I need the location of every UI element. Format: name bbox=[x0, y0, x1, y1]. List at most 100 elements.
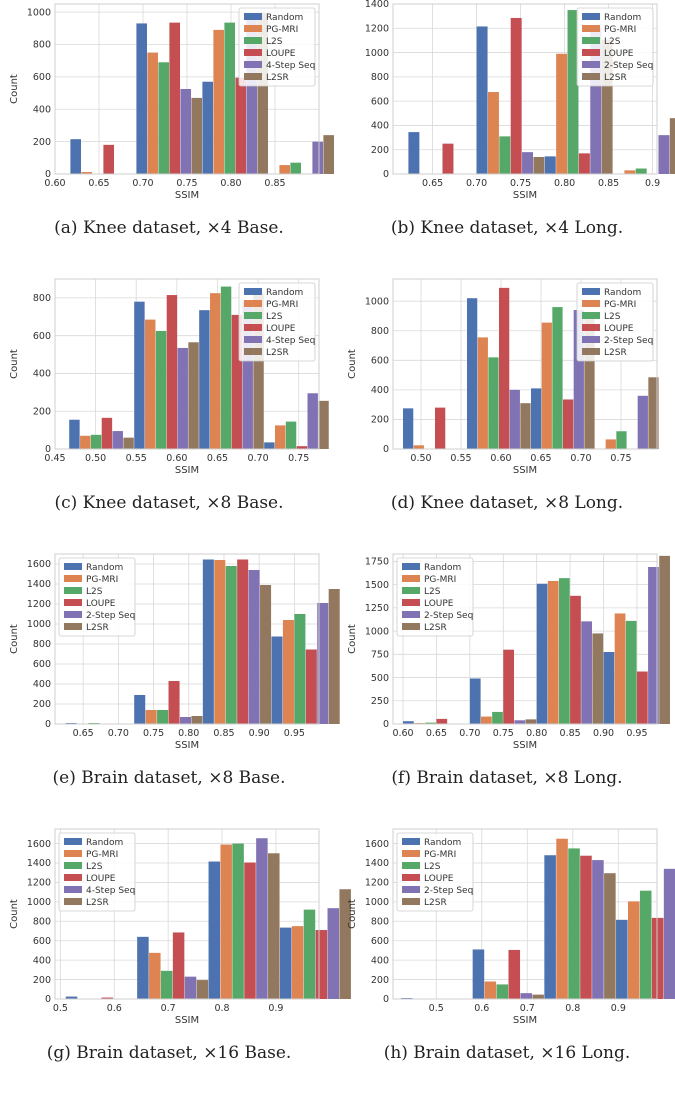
bar-random bbox=[70, 139, 81, 174]
legend-swatch bbox=[64, 575, 82, 582]
bar-4-step-seq bbox=[180, 89, 191, 174]
y-tick-label: 0 bbox=[45, 719, 51, 730]
legend-label: 4-Step Seq bbox=[266, 61, 315, 71]
legend-label: PG-MRI bbox=[424, 850, 456, 860]
y-tick-label: 800 bbox=[33, 639, 51, 650]
bar-4-step-seq bbox=[178, 348, 188, 449]
x-tick-label: 0.6 bbox=[474, 1003, 489, 1014]
bar-l2s bbox=[640, 891, 652, 999]
y-tick-label: 1000 bbox=[27, 897, 51, 908]
legend-swatch bbox=[402, 886, 420, 893]
x-axis-label: SSIM bbox=[513, 1015, 537, 1026]
bar-loupe bbox=[436, 719, 447, 724]
y-tick-label: 200 bbox=[371, 145, 389, 156]
bar-pg-mri bbox=[414, 445, 424, 449]
x-tick-label: 0.80 bbox=[554, 178, 575, 189]
legend-label: LOUPE bbox=[604, 324, 634, 334]
y-axis-label: Count bbox=[9, 349, 20, 379]
legend-swatch bbox=[244, 13, 262, 20]
bar-loupe bbox=[235, 78, 246, 174]
legend-label: PG-MRI bbox=[86, 850, 118, 860]
x-tick-label: 0.70 bbox=[132, 178, 153, 189]
y-tick-label: 1600 bbox=[365, 839, 389, 850]
bar-loupe bbox=[580, 856, 592, 999]
legend-label: Random bbox=[86, 563, 123, 573]
bar-random bbox=[199, 310, 209, 449]
bar-4-step-seq bbox=[307, 393, 317, 449]
y-tick-label: 1000 bbox=[365, 897, 389, 908]
legend-swatch bbox=[582, 312, 600, 319]
legend-swatch bbox=[64, 862, 82, 869]
y-tick-label: 600 bbox=[33, 659, 51, 670]
y-axis-label: Count bbox=[347, 899, 358, 929]
bar-l2s bbox=[499, 136, 510, 174]
bar-2-step-seq bbox=[581, 621, 592, 724]
bar-2-step-seq bbox=[514, 720, 525, 724]
x-tick-label: 0.5 bbox=[429, 1003, 444, 1014]
legend-label: L2SR bbox=[266, 73, 289, 83]
x-tick-label: 0.8 bbox=[214, 1003, 229, 1014]
bar-random bbox=[134, 302, 144, 449]
x-tick-label: 0.75 bbox=[143, 728, 164, 739]
legend-swatch bbox=[402, 575, 420, 582]
legend-swatch bbox=[582, 37, 600, 44]
legend-swatch bbox=[244, 324, 262, 331]
legend-label: L2SR bbox=[424, 623, 447, 633]
bar-l2s bbox=[559, 578, 570, 724]
x-tick-label: 0.7 bbox=[161, 1003, 176, 1014]
x-axis-label: SSIM bbox=[513, 190, 537, 201]
legend-swatch bbox=[402, 611, 420, 618]
bar-loupe bbox=[435, 408, 445, 449]
x-tick-label: 0.9 bbox=[611, 1003, 626, 1014]
y-tick-label: 1000 bbox=[365, 626, 389, 637]
y-tick-label: 600 bbox=[371, 936, 389, 947]
bar-random bbox=[531, 388, 541, 449]
bar-l2sr bbox=[191, 98, 202, 174]
bar-random bbox=[604, 652, 615, 724]
bar-random bbox=[137, 937, 148, 999]
bar-pg-mri bbox=[149, 953, 160, 999]
y-tick-label: 600 bbox=[371, 96, 389, 107]
y-tick-label: 200 bbox=[33, 699, 51, 710]
legend-swatch bbox=[582, 288, 600, 295]
bar-loupe bbox=[637, 672, 648, 724]
bar-l2sr bbox=[592, 633, 603, 724]
bar-4-step-seq bbox=[185, 977, 196, 999]
y-tick-label: 800 bbox=[371, 916, 389, 927]
bar-pg-mri bbox=[628, 901, 640, 999]
legend-swatch bbox=[402, 563, 420, 570]
y-tick-label: 0 bbox=[45, 994, 51, 1005]
bar-2-step-seq bbox=[249, 570, 260, 724]
x-tick-label: 0.70 bbox=[247, 453, 268, 464]
legend-label: 2-Step Seq bbox=[424, 611, 473, 621]
bar-loupe bbox=[563, 399, 573, 449]
legend-swatch bbox=[244, 288, 262, 295]
bar-random bbox=[616, 920, 628, 999]
x-tick-label: 0.60 bbox=[166, 453, 187, 464]
x-tick-label: 0.65 bbox=[207, 453, 228, 464]
panel-caption: (c) Knee dataset, ×8 Base. bbox=[0, 493, 338, 513]
y-tick-label: 1600 bbox=[27, 839, 51, 850]
x-axis-label: SSIM bbox=[175, 190, 199, 201]
y-tick-label: 1000 bbox=[365, 48, 389, 59]
legend-label: Random bbox=[86, 838, 123, 848]
y-tick-label: 1400 bbox=[365, 858, 389, 869]
y-tick-label: 400 bbox=[33, 679, 51, 690]
bar-l2sr bbox=[318, 401, 328, 449]
bar-random bbox=[280, 928, 291, 999]
x-tick-label: 0.65 bbox=[88, 178, 109, 189]
bar-l2s bbox=[568, 848, 580, 999]
y-tick-label: 1200 bbox=[365, 23, 389, 34]
bar-loupe bbox=[237, 560, 248, 725]
x-tick-label: 0.50 bbox=[410, 453, 431, 464]
bar-l2s bbox=[636, 169, 647, 174]
bar-l2s bbox=[492, 712, 503, 724]
y-tick-label: 200 bbox=[33, 137, 51, 148]
